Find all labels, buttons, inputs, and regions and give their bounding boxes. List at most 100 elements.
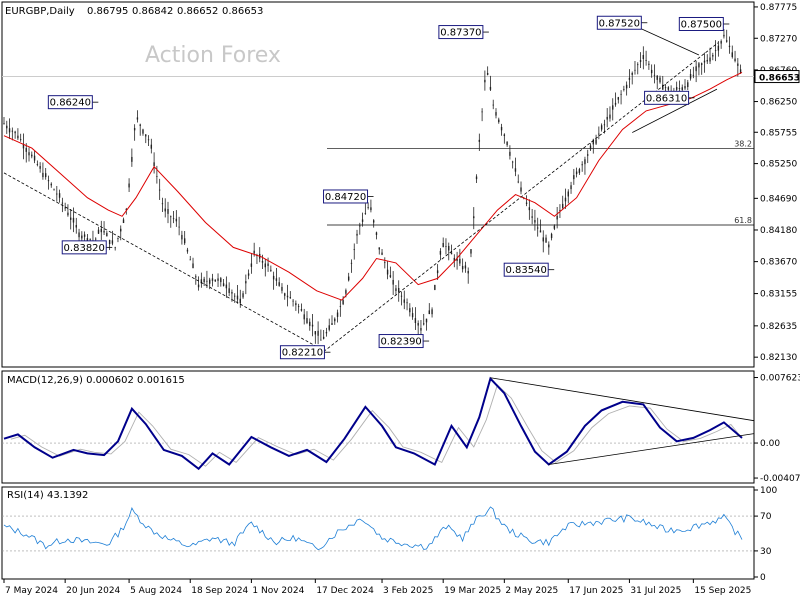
candle-body [698, 63, 700, 68]
candle-body [236, 295, 239, 300]
candle-body [378, 247, 380, 250]
price-label-text: 0.83540 [506, 265, 547, 276]
price-label-box [644, 90, 690, 105]
candle-body [136, 117, 139, 120]
candle-body [25, 148, 27, 152]
candle-body [195, 276, 197, 278]
macd-label: MACD(12,26,9) 0.000602 0.001615 [7, 375, 185, 386]
price-label-box [678, 16, 724, 31]
candle-body [603, 124, 606, 126]
candle-body [197, 284, 200, 288]
candle-body [272, 275, 275, 280]
time-tick-label: 2 May 2025 [505, 586, 558, 596]
price-tick-label: 0.83670 [760, 258, 797, 268]
rsi-tick-label: 0 [760, 573, 766, 583]
candle-body [495, 112, 497, 116]
candle-body [247, 273, 250, 276]
candle-body [631, 72, 633, 75]
candle-body [659, 77, 661, 83]
time-tick-label: 20 Jun 2024 [66, 586, 120, 596]
candle-body [17, 135, 19, 139]
candle-body [172, 218, 175, 220]
candle-body [181, 234, 183, 240]
candle-body [328, 325, 330, 330]
candle-body [139, 124, 141, 126]
price-label-box [378, 334, 424, 349]
candle-body [417, 323, 419, 326]
candle-body [220, 278, 222, 283]
candle-body [114, 247, 116, 249]
candle-body [264, 263, 266, 268]
candle-body [511, 161, 514, 163]
watermark: Action Forex [145, 43, 281, 68]
candle-body [703, 60, 706, 63]
candle-body [461, 265, 464, 270]
candle-body [19, 139, 22, 141]
candle-body [189, 259, 191, 261]
candle-body [514, 168, 517, 172]
candle-body [286, 295, 289, 298]
candle-body [200, 279, 203, 284]
candle-body [689, 74, 692, 79]
candle-body [420, 328, 422, 331]
candle-body [325, 332, 328, 334]
price-tick-label: 0.87775 [760, 3, 797, 13]
candle-body [731, 52, 733, 58]
price-tick-label: 0.82635 [760, 322, 797, 332]
candle-body [350, 262, 353, 264]
candle-body [100, 228, 102, 233]
candle-body [228, 288, 230, 293]
candle-body [367, 207, 369, 208]
candle-body [186, 249, 189, 252]
candle-body [687, 82, 689, 88]
price-tick-label: 0.84180 [760, 226, 797, 236]
candle-body [311, 324, 314, 327]
candle-body [620, 93, 622, 95]
candle-body [467, 270, 469, 274]
price-label-text: 0.82390 [380, 337, 421, 348]
rsi-line [3, 506, 743, 551]
candle-body [639, 59, 642, 63]
candle-body [309, 321, 311, 326]
time-tick-label: 7 May 2024 [5, 586, 58, 596]
macd-panel-frame [1, 370, 755, 484]
candle-body [456, 258, 458, 262]
candle-body [400, 295, 403, 297]
time-tick-label: 31 Jul 2025 [630, 586, 681, 596]
candle-body [653, 74, 656, 76]
candle-body [570, 185, 572, 190]
candle-body [609, 114, 611, 119]
candle-body [67, 212, 69, 216]
candle-body [464, 265, 467, 269]
candle-body [470, 249, 472, 254]
price-label-text: 0.86310 [646, 93, 687, 104]
candle-body [370, 207, 372, 211]
candle-body [556, 216, 558, 220]
candle-body [72, 217, 75, 223]
candle-body [542, 237, 544, 242]
candle-body [423, 323, 425, 325]
candle-body [637, 64, 639, 66]
fib-level-label: 38.2 [734, 140, 752, 149]
candle-body [500, 126, 503, 131]
candle-body [131, 156, 133, 162]
candle-body [712, 55, 714, 57]
candle-body [89, 239, 91, 241]
candle-body [6, 125, 8, 129]
candle-body [439, 250, 442, 255]
ohlc-readout: 0.86795 0.86842 0.86652 0.86653 [87, 6, 263, 17]
candle-body [411, 313, 414, 318]
candle-body [709, 57, 711, 62]
candle-body [214, 279, 216, 282]
fib-level-label: 61.8 [734, 216, 752, 225]
candle-body [695, 66, 697, 72]
candle-body [47, 180, 50, 182]
macd-tick-label: 0.00 [760, 439, 780, 449]
rsi-label: RSI(14) 43.1392 [7, 490, 88, 501]
candle-body [578, 169, 581, 173]
candle-body [431, 309, 433, 315]
candle-body [347, 276, 350, 281]
chart-title: EURGBP,Daily [5, 6, 75, 17]
candle-body [356, 233, 358, 236]
candle-body [161, 203, 164, 205]
